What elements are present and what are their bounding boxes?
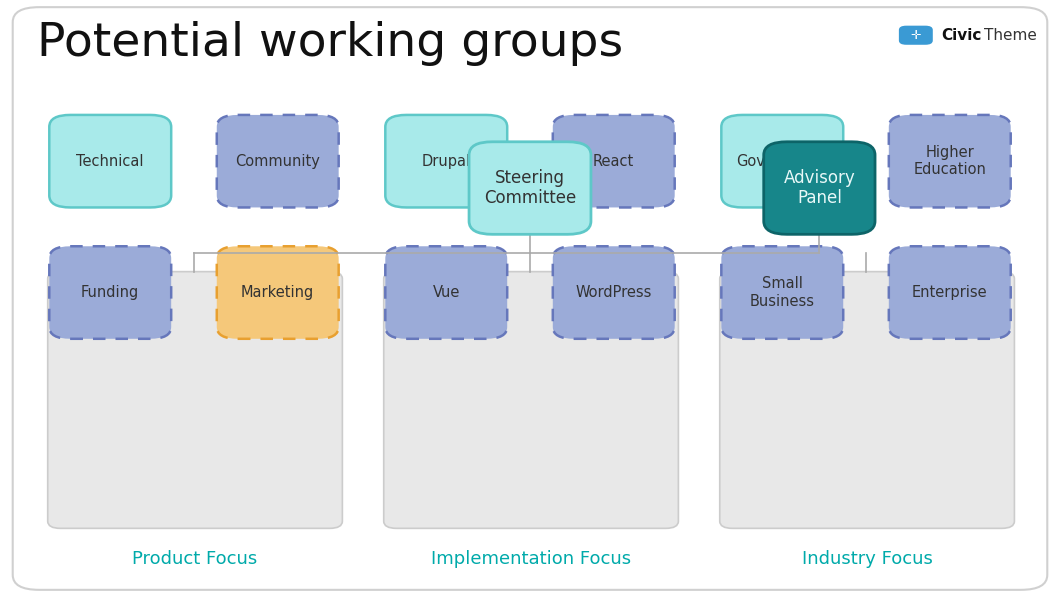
Text: Vue: Vue (432, 285, 460, 300)
FancyBboxPatch shape (720, 272, 1014, 528)
FancyBboxPatch shape (721, 246, 844, 339)
Text: Marketing: Marketing (241, 285, 315, 300)
Text: Product Focus: Product Focus (132, 550, 258, 568)
Text: Advisory
Panel: Advisory Panel (783, 169, 855, 207)
Text: Steering
Committee: Steering Committee (483, 169, 577, 207)
Text: Community: Community (235, 153, 320, 169)
FancyBboxPatch shape (899, 26, 933, 45)
FancyBboxPatch shape (386, 115, 507, 208)
Text: React: React (594, 153, 634, 169)
Text: Higher
Education: Higher Education (914, 145, 986, 177)
FancyBboxPatch shape (49, 246, 172, 339)
Text: Drupal: Drupal (422, 153, 471, 169)
Text: Industry Focus: Industry Focus (801, 550, 933, 568)
FancyBboxPatch shape (384, 272, 678, 528)
FancyBboxPatch shape (763, 141, 876, 234)
FancyBboxPatch shape (13, 7, 1047, 590)
FancyBboxPatch shape (217, 115, 339, 208)
Text: Technical: Technical (76, 153, 144, 169)
Text: ✛: ✛ (911, 29, 921, 42)
FancyBboxPatch shape (217, 246, 339, 339)
FancyBboxPatch shape (386, 246, 507, 339)
FancyBboxPatch shape (48, 272, 342, 528)
Text: Funding: Funding (82, 285, 139, 300)
FancyBboxPatch shape (888, 115, 1011, 208)
FancyBboxPatch shape (553, 246, 674, 339)
FancyBboxPatch shape (553, 115, 674, 208)
Text: Civic: Civic (941, 27, 982, 43)
Text: Small
Business: Small Business (749, 276, 815, 309)
Text: Enterprise: Enterprise (912, 285, 988, 300)
FancyBboxPatch shape (469, 141, 591, 234)
FancyBboxPatch shape (49, 115, 172, 208)
FancyBboxPatch shape (888, 246, 1011, 339)
Text: Potential working groups: Potential working groups (37, 21, 623, 66)
Text: WordPress: WordPress (576, 285, 652, 300)
Text: Implementation Focus: Implementation Focus (431, 550, 631, 568)
Text: Government: Government (737, 153, 828, 169)
Text: Theme: Theme (984, 27, 1037, 43)
FancyBboxPatch shape (721, 115, 844, 208)
